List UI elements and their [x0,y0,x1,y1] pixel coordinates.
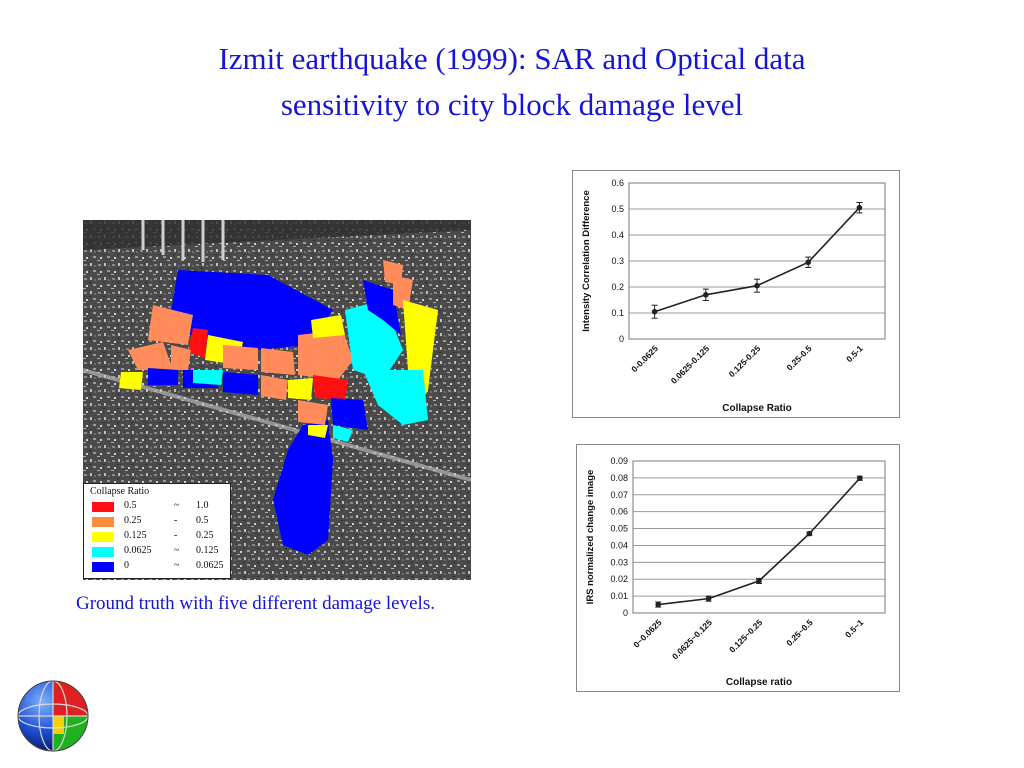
ground-truth-map [83,220,471,580]
sar-correlation-chart: 0 0.1 0.2 0.3 0.4 0.5 0.6 0-0.0625 0.0625-0.125 0… [572,170,900,418]
map-caption: Ground truth with five different damage … [76,593,435,614]
legend-separator: ~ [174,545,180,556]
legend-low-value: 0.25 [124,515,142,526]
legend-high-value: 1.0 [196,500,209,511]
y-tick-label: 0.08 [610,473,628,483]
title-line-1: Izmit earthquake (1999): SAR and Optical… [218,41,806,76]
legend-high-value: 0.0625 [196,560,224,571]
legend-row: 0.125 - 0.25 [92,530,228,544]
legend-separator: ~ [174,500,180,511]
data-point [705,595,712,602]
y-tick-label: 0 [619,334,624,344]
legend-row: 0.0625 ~ 0.125 [92,545,228,559]
sar-chart-svg: 0 0.1 0.2 0.3 0.4 0.5 0.6 0-0.0625 0.0625-0.125 0… [581,178,886,414]
y-tick-label: 0.3 [611,256,624,266]
legend-low-value: 0.125 [124,530,147,541]
x-tick-label: 0-0.0625 [629,343,660,374]
legend-swatch [92,517,114,527]
data-point [655,601,661,608]
y-tick-label: 0.09 [610,456,628,466]
y-tick-label: 0 [623,608,628,618]
legend-low-value: 0.5 [124,500,137,511]
data-point [856,204,863,211]
y-tick-label: 0.5 [611,204,624,214]
y-axis-label: IRS normalized change image [585,470,596,605]
legend-high-value: 0.25 [196,530,214,541]
data-point [754,282,760,289]
y-tick-label: 0.1 [611,308,624,318]
series-line [654,207,860,313]
y-tick-label: 0.04 [610,540,628,550]
plot-area [632,460,886,614]
y-tick-label: 0.05 [610,524,628,534]
data-point [857,475,863,482]
slide-title: Izmit earthquake (1999): SAR and Optical… [80,36,944,128]
x-tick-label: 0.5-1 [844,343,865,364]
globe-logo-icon [17,680,89,752]
x-tick-label: 0.25~0.5 [784,617,815,648]
y-tick-label: 0.03 [610,557,628,567]
y-tick-label: 0.07 [610,490,628,500]
plot-area [628,182,886,340]
x-tick-label: 0.125~0.25 [727,617,765,655]
x-tick-label: 0.125-0.25 [727,343,763,379]
x-axis-label: Collapse Ratio [722,403,791,414]
legend-title: Collapse Ratio [90,486,150,497]
irs-change-chart: 0 0.01 0.02 0.03 0.04 0.05 0.06 0.07 0.08 0.09 0~0… [576,444,900,692]
y-tick-label: 0.4 [611,230,624,240]
x-tick-label: 0.5~1 [843,617,865,639]
legend-swatch [92,532,114,542]
legend-swatch [92,562,114,572]
legend-low-value: 0.0625 [124,545,152,556]
damage-map-image [83,220,471,580]
data-point [703,292,709,298]
x-tick-label: 0~0.0625 [631,617,663,650]
y-tick-label: 0.02 [610,574,628,584]
y-tick-label: 0.06 [610,507,628,517]
x-tick-label: 0.0625~0.125 [670,617,714,661]
legend-row: 0 ~ 0.0625 [92,560,228,574]
y-tick-label: 0.01 [610,591,628,601]
legend-high-value: 0.125 [196,545,219,556]
series-line [658,477,861,606]
legend-separator: ~ [174,560,180,571]
legend-swatch [92,502,114,512]
irs-chart-svg: 0 0.01 0.02 0.03 0.04 0.05 0.06 0.07 0.08 0.09 0~0… [585,456,886,688]
legend-separator: - [174,530,178,541]
legend-high-value: 0.5 [196,515,209,526]
y-tick-label: 0.2 [611,282,624,292]
legend-separator: - [174,515,178,526]
legend-low-value: 0 [124,560,129,571]
x-tick-label: 0.25-0.5 [784,343,813,372]
legend-row: 0.5 ~ 1.0 [92,500,228,514]
data-point [806,530,813,537]
y-axis-label: Intensity Correlation Difference [581,190,592,331]
y-tick-label: 0.6 [611,178,624,188]
data-point [805,259,811,266]
x-tick-label: 0.0625-0.125 [669,343,712,386]
title-line-2: sensitivity to city block damage level [280,87,744,122]
legend-row: 0.25 - 0.5 [92,515,228,529]
data-point [756,578,762,584]
x-axis-label: Collapse ratio [726,677,792,688]
legend-swatch [92,547,114,557]
data-point [651,308,658,315]
map-legend: Collapse Ratio 0.5 ~ 1.0 0.25 - 0.5 0.12… [83,483,231,579]
